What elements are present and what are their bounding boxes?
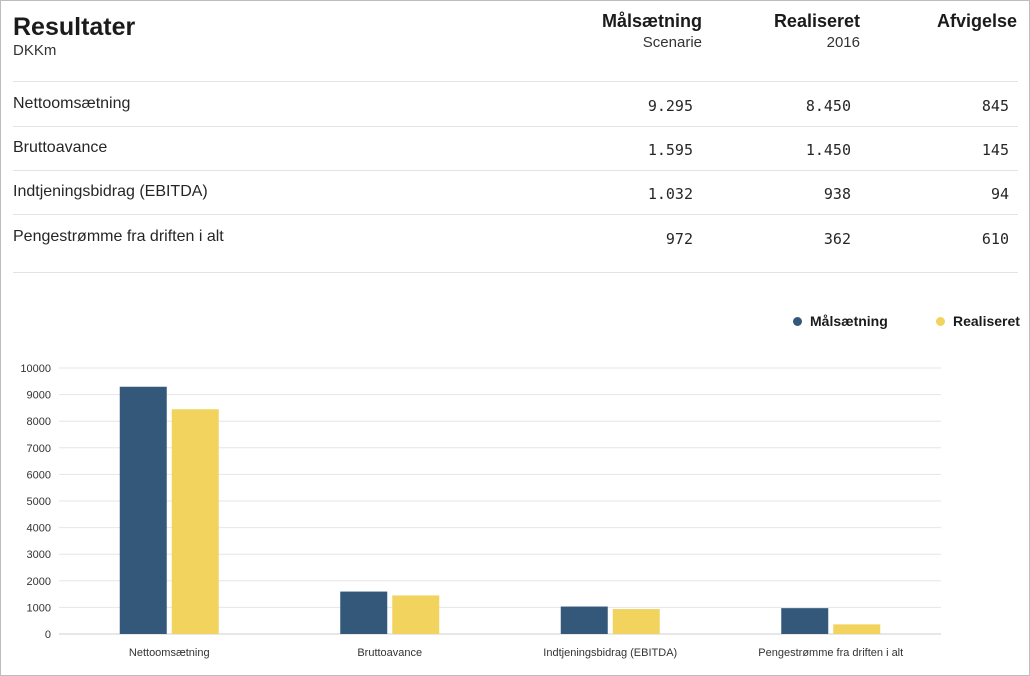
cell-malsaetning: 9.295 — [647, 97, 693, 115]
y-tick-label: 2000 — [27, 576, 51, 588]
column-header-realiseret: Realiseret — [773, 11, 860, 31]
x-tick-label: Indtjeningsbidrag (EBITDA) — [543, 647, 677, 659]
cell-realiseret: 8.450 — [805, 97, 851, 115]
legend-item-realiseret[interactable]: Realiseret — [936, 313, 1020, 329]
y-tick-label: 4000 — [27, 523, 51, 535]
row-label: Pengestrømme fra driften i alt — [13, 228, 224, 245]
y-tick-label: 10000 — [20, 363, 51, 375]
bar-realiseret — [392, 595, 440, 634]
y-tick-label: 7000 — [27, 443, 51, 455]
column-subtitle-malsaetning: Scenarie — [642, 34, 702, 51]
cell-afvigelse: 145 — [981, 141, 1009, 159]
bar-realiseret — [171, 409, 219, 634]
bar-malsaetning — [560, 606, 608, 634]
legend-dot-icon — [793, 316, 802, 326]
y-tick-label: 5000 — [27, 496, 51, 508]
bar-realiseret — [833, 624, 881, 634]
legend-item-malsaetning[interactable]: Målsætning — [793, 313, 888, 329]
legend-label: Målsætning — [810, 313, 888, 329]
bar-malsaetning — [340, 591, 388, 634]
unit-label: DKKm — [13, 42, 57, 59]
cell-afvigelse: 94 — [990, 185, 1009, 203]
bar-malsaetning — [119, 386, 167, 634]
bar-malsaetning — [781, 608, 829, 634]
page-title: Resultater — [13, 13, 136, 41]
y-tick-label: 9000 — [27, 390, 51, 402]
row-label: Nettoomsætning — [13, 95, 131, 112]
column-header-afvigelse: Afvigelse — [936, 11, 1017, 31]
cell-malsaetning: 972 — [665, 230, 693, 248]
divider — [13, 81, 1018, 82]
divider — [13, 214, 1018, 215]
cell-realiseret: 362 — [823, 230, 851, 248]
cell-malsaetning: 1.595 — [647, 141, 693, 159]
y-tick-label: 6000 — [27, 469, 51, 481]
divider — [13, 170, 1018, 171]
cell-afvigelse: 845 — [981, 97, 1009, 115]
y-tick-label: 8000 — [27, 416, 51, 428]
bar-chart: 0 1000 2000 3000 4000 5000 6000 7000 8000 9000 100… — [20, 363, 941, 659]
y-tick-label: 3000 — [27, 549, 51, 561]
y-tick-label: 1000 — [27, 602, 51, 614]
x-tick-label: Bruttoavance — [357, 647, 422, 659]
y-tick-label: 0 — [45, 629, 51, 641]
legend-dot-icon — [936, 316, 945, 326]
cell-realiseret: 938 — [823, 185, 851, 203]
column-header-malsaetning: Målsætning — [601, 11, 702, 31]
row-label: Indtjeningsbidrag (EBITDA) — [13, 183, 208, 200]
divider — [13, 126, 1018, 127]
cell-afvigelse: 610 — [981, 230, 1009, 248]
cell-malsaetning: 1.032 — [647, 185, 693, 203]
bar-realiseret — [612, 609, 660, 634]
cell-realiseret: 1.450 — [805, 141, 851, 159]
x-tick-label: Pengestrømme fra driften i alt — [758, 647, 903, 659]
column-subtitle-realiseret: 2016 — [826, 34, 860, 51]
divider — [13, 272, 1018, 273]
x-tick-label: Nettoomsætning — [129, 647, 210, 659]
row-label: Bruttoavance — [13, 139, 108, 156]
legend-label: Realiseret — [953, 313, 1020, 329]
